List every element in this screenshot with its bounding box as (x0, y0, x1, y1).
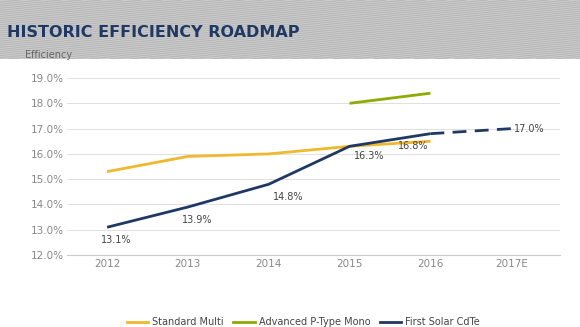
Text: 13.1%: 13.1% (101, 235, 131, 245)
FancyBboxPatch shape (0, 0, 580, 59)
Text: HISTORIC EFFICIENCY ROADMAP: HISTORIC EFFICIENCY ROADMAP (7, 25, 299, 40)
Text: 16.8%: 16.8% (398, 141, 429, 151)
Text: 17.0%: 17.0% (514, 124, 545, 134)
Text: 14.8%: 14.8% (273, 192, 303, 202)
Text: 16.3%: 16.3% (354, 151, 384, 162)
Text: 13.9%: 13.9% (182, 215, 212, 225)
Text: Efficiency: Efficiency (25, 50, 72, 60)
Legend: Standard Multi, Advanced P-Type Mono, First Solar CdTe: Standard Multi, Advanced P-Type Mono, Fi… (123, 313, 484, 327)
